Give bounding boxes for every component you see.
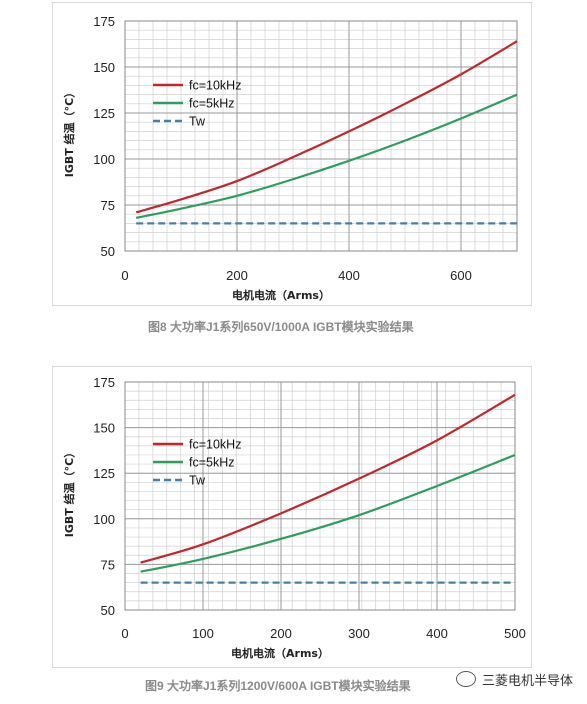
plot-frame [124,20,518,252]
y-tick-label: 175 [93,14,115,29]
legend-label: fc=10kHz [189,438,241,452]
y-tick-label: 125 [93,466,115,481]
y-tick-label: 75 [101,557,115,572]
figure-caption-2: 图9 大功率J1系列1200V/600A IGBT模块实验结果 [145,679,411,693]
y-axis-label: IGBT 结温（°C） [62,447,76,537]
x-tick-label: 0 [121,626,128,641]
plot-frame [124,381,516,611]
chart-1-svg: 0 200 400 600 50 75 100 125 150 175 电机电流（Arms） IGBT… [62,14,518,302]
chart-2-svg: 0 100 200 300 400 500 50 75 100 125 150 175 电机电流（Arm… [62,375,526,660]
watermark-text: 三菱电机半导体 [481,673,573,688]
x-tick-label: 200 [226,268,248,283]
series-line-fc5khz [140,453,516,573]
y-tick-label: 50 [101,603,115,618]
x-axis-label: 电机电流（Arms） [231,646,329,660]
legend-label: Tw [189,115,206,129]
y-tick-label: 75 [101,198,115,213]
x-tick-label: 600 [450,268,472,283]
y-tick-label: 150 [93,421,115,436]
wechat-icon [455,671,476,687]
series-line-fc10khz [140,393,516,564]
legend-label: fc=5kHz [189,97,235,111]
x-axis-label: 电机电流（Arms） [232,288,330,302]
x-tick-label: 400 [426,626,448,641]
series-line-fc10khz [135,40,518,214]
y-tick-label: 100 [93,512,115,527]
y-tick-label: 100 [93,152,115,167]
x-tick-label: 400 [338,268,360,283]
watermark: 三菱电机半导体 [455,670,573,689]
x-tick-label: 500 [504,626,526,641]
x-tick-label: 100 [192,626,214,641]
y-tick-label: 175 [93,375,115,390]
y-axis-label: IGBT 结温（°C） [62,87,76,177]
legend-label: Tw [189,474,206,488]
chart-panel-1: 0 200 400 600 50 75 100 125 150 175 电机电流（Arms） IGBT… [52,2,532,306]
y-tick-label: 125 [93,106,115,121]
chart-panel-2: 0 100 200 300 400 500 50 75 100 125 150 175 电机电流（Arm… [52,366,532,668]
legend-label: fc=5kHz [189,456,235,470]
y-tick-label: 50 [101,244,115,259]
x-tick-label: 300 [348,626,370,641]
x-tick-label: 0 [121,268,128,283]
figure-caption-1: 图8 大功率J1系列650V/1000A IGBT模块实验结果 [148,320,414,334]
y-tick-label: 150 [93,60,115,75]
series-line-fc5khz [135,93,518,219]
legend-label: fc=10kHz [189,79,241,93]
x-tick-label: 200 [270,626,292,641]
